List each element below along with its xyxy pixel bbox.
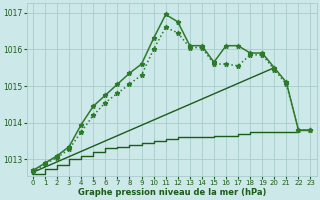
X-axis label: Graphe pression niveau de la mer (hPa): Graphe pression niveau de la mer (hPa) — [77, 188, 266, 197]
